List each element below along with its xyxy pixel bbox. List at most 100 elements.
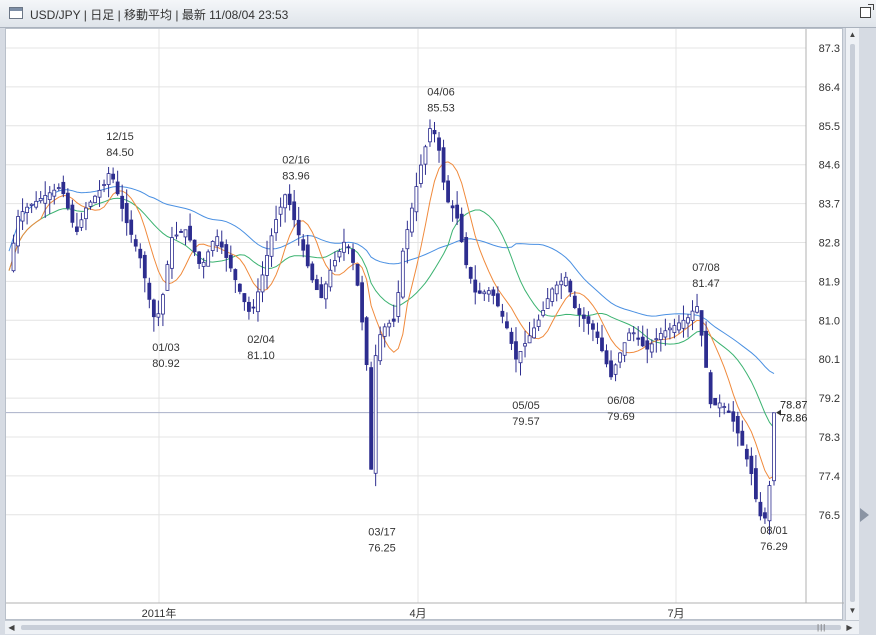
candle-body: [151, 299, 156, 318]
current-price-marker: [776, 409, 781, 416]
horizontal-scroll-track[interactable]: [21, 625, 841, 630]
y-tick-label: 83.7: [819, 199, 840, 211]
candle-body: [161, 294, 165, 315]
candle-body: [88, 201, 93, 207]
candle-body: [400, 250, 405, 298]
maximize-icon[interactable]: [860, 4, 874, 18]
candle-body: [391, 318, 396, 322]
annotation-value: 83.96: [282, 170, 310, 182]
candle-body: [577, 308, 582, 315]
scroll-right-icon[interactable]: ▶: [846, 623, 853, 632]
candle-body: [541, 310, 546, 316]
candle-body: [491, 289, 496, 296]
candle-body: [636, 337, 641, 340]
candle-body: [753, 468, 758, 500]
candle-body: [726, 410, 731, 413]
candle-body: [29, 203, 34, 206]
y-tick-label: 86.4: [819, 82, 840, 94]
vertical-scrollbar[interactable]: ▲ ▼: [845, 28, 859, 620]
y-tick-label: 87.3: [819, 43, 840, 55]
candle-body: [305, 244, 310, 267]
current-price-label: 78.86: [780, 413, 808, 425]
candle-body: [428, 128, 432, 143]
candle-body: [310, 263, 315, 281]
annotation-date: 06/08: [607, 395, 635, 407]
scroll-down-icon[interactable]: ▼: [848, 606, 857, 615]
candle-body: [604, 350, 609, 365]
vertical-scroll-track[interactable]: [850, 44, 855, 602]
candle-body: [559, 280, 564, 286]
window-icon: [9, 7, 23, 19]
candle-body: [473, 279, 478, 293]
candle-body: [170, 237, 174, 269]
horizontal-scrollbar[interactable]: ◀ ||| ▶: [5, 620, 859, 634]
candle-body: [301, 239, 306, 251]
candle-body: [382, 326, 387, 337]
candle-body: [11, 242, 16, 272]
y-tick-label: 82.8: [819, 238, 840, 250]
candle-body: [319, 284, 324, 299]
candle-body: [265, 254, 269, 276]
candle-body: [735, 415, 740, 434]
candle-body: [677, 322, 681, 331]
candle-body: [79, 219, 84, 228]
price-scale-handle[interactable]: [860, 508, 869, 522]
current-price-label: 78.87: [780, 400, 808, 412]
candle-body: [482, 291, 487, 295]
candle-body: [38, 198, 43, 202]
candle-body: [192, 239, 197, 253]
y-tick-label: 85.5: [819, 121, 840, 133]
candle-body: [70, 204, 75, 223]
candle-body: [337, 251, 342, 258]
candle-body: [346, 246, 351, 249]
scroll-left-icon[interactable]: ◀: [8, 623, 15, 632]
candle-body: [518, 351, 523, 364]
annotation-date: 07/08: [692, 262, 720, 274]
candle-body: [396, 292, 401, 317]
candle-body: [174, 234, 179, 237]
candle-body: [437, 137, 441, 151]
candle-body: [645, 340, 650, 350]
y-tick-label: 84.6: [819, 160, 840, 172]
candle-body: [667, 327, 672, 331]
candle-body: [618, 352, 622, 363]
candle-body: [654, 338, 659, 341]
candle-body: [486, 290, 491, 295]
annotation-date: 01/03: [152, 342, 180, 354]
candle-body: [351, 249, 355, 263]
chart-area[interactable]: 87.3 86.4 85.5 84.6 83.7 82.8 81.9 81.0 80.1 79.2…: [5, 28, 844, 620]
candle-body: [197, 251, 202, 264]
candle-body: [102, 184, 106, 186]
candle-body: [323, 283, 328, 300]
candle-body: [563, 276, 568, 287]
candle-body: [219, 241, 224, 248]
candle-body: [210, 241, 215, 251]
candle-body: [120, 195, 125, 209]
candle-body: [509, 331, 514, 344]
candle-body: [459, 213, 464, 243]
scroll-up-icon[interactable]: ▲: [848, 30, 857, 39]
annotation-date: 04/06: [427, 87, 455, 99]
candle-body: [464, 237, 469, 266]
candle-body: [115, 181, 120, 195]
candle-body: [717, 402, 722, 409]
candle-body: [97, 189, 102, 198]
candle-body: [228, 254, 233, 269]
scroll-grip-icon[interactable]: |||: [817, 623, 827, 632]
candle-body: [740, 430, 745, 446]
candle-body: [278, 206, 283, 215]
candle-body: [47, 192, 52, 200]
candle-body: [414, 186, 419, 213]
annotation-value: 79.57: [512, 416, 540, 428]
candle-body: [328, 269, 333, 288]
candle-body: [52, 189, 57, 197]
candle-body: [613, 364, 618, 375]
annotation-date: 12/15: [106, 131, 134, 143]
candle-body: [550, 288, 555, 302]
candle-body: [247, 301, 251, 312]
candle-body: [20, 211, 25, 222]
candle-body: [419, 164, 423, 184]
candle-body: [527, 335, 532, 344]
annotation-date: 02/16: [282, 154, 310, 166]
candle-body: [387, 322, 392, 328]
